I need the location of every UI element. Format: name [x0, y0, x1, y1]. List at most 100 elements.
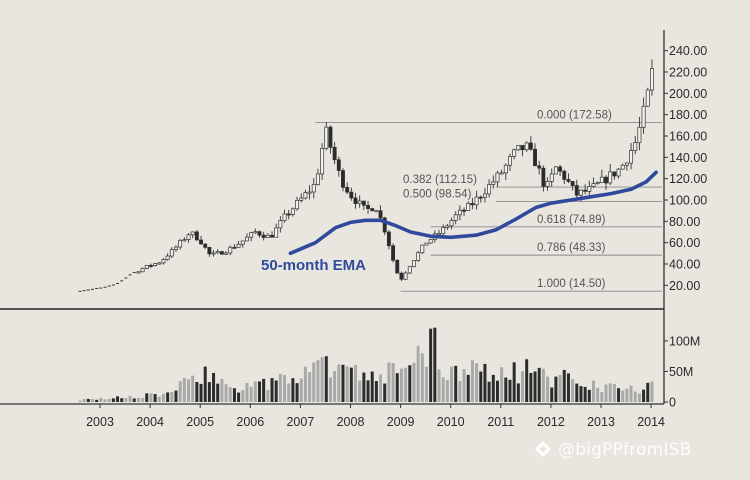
price-candle — [462, 207, 467, 217]
price-candle — [357, 195, 362, 208]
candle-body — [516, 145, 521, 151]
candle-body — [366, 204, 370, 209]
candle-body — [136, 271, 141, 274]
price-candle — [278, 216, 283, 233]
candle-body — [566, 179, 571, 182]
fib-level-label: 0.500 (98.54) — [403, 189, 472, 201]
price-candle — [558, 165, 563, 176]
price-candle — [240, 240, 245, 248]
candle-body — [186, 234, 191, 240]
volume-bar — [349, 367, 353, 402]
price-candle — [562, 169, 567, 185]
price-candle — [424, 242, 429, 246]
volume-bar — [358, 380, 362, 402]
price-candle — [629, 143, 634, 170]
candle-body — [491, 181, 496, 185]
volume-bar — [625, 388, 629, 402]
price-candle — [633, 135, 638, 155]
price-tick-label: 20.00 — [669, 279, 700, 293]
price-candle — [533, 143, 537, 167]
price-candle — [599, 169, 604, 183]
candle-body — [629, 150, 634, 164]
price-candle — [508, 153, 512, 172]
candle-body — [570, 181, 575, 186]
price-candle — [391, 243, 396, 263]
volume-bar — [433, 327, 437, 402]
price-candle — [207, 246, 212, 257]
candle-body — [487, 184, 492, 195]
price-candle — [282, 209, 287, 223]
price-tick-label: 200.00 — [669, 87, 707, 101]
price-candle — [399, 271, 404, 281]
candle-body — [353, 197, 358, 204]
volume-bar — [299, 378, 303, 402]
candle-body — [579, 189, 583, 196]
candle-body — [549, 173, 554, 182]
price-candle — [211, 250, 216, 257]
candle-body — [295, 200, 300, 210]
volume-bar — [541, 368, 545, 402]
price-candle — [157, 261, 162, 265]
volume-bar — [136, 397, 140, 402]
price-candle — [136, 271, 141, 274]
price-candle — [416, 250, 421, 262]
ema-50-line — [288, 170, 658, 256]
price-candle — [624, 162, 629, 171]
year-tick-label: 2007 — [286, 415, 314, 429]
volume-bar — [207, 382, 211, 402]
candle-body — [148, 264, 153, 267]
volume-bar — [324, 356, 328, 402]
price-candle — [144, 264, 149, 270]
volume-bar — [600, 391, 604, 402]
price-candle — [470, 197, 475, 210]
candle-body — [361, 200, 366, 206]
volume-bar — [312, 362, 316, 402]
price-candle — [612, 171, 617, 180]
volume-bar — [462, 369, 466, 402]
volume-bar — [408, 365, 412, 402]
volume-bar — [487, 381, 491, 402]
candle-body — [165, 255, 170, 260]
candle-body — [211, 252, 216, 255]
volume-bar — [278, 373, 282, 402]
volume-bar — [174, 390, 178, 402]
candle-body — [420, 244, 425, 254]
price-candles — [78, 59, 654, 292]
price-candle — [341, 168, 345, 192]
candle-body — [245, 236, 249, 242]
price-candle — [265, 233, 270, 238]
candle-body — [595, 182, 600, 185]
volume-bar — [591, 380, 595, 402]
fibonacci-levels: 0.000 (172.58) 0.382 (112.15) 0.500 (98.54… — [315, 110, 662, 292]
candle-body — [257, 231, 262, 236]
price-candle — [395, 259, 400, 274]
candle-body — [224, 252, 229, 255]
year-tick-label: 2003 — [86, 415, 114, 429]
candle-body — [391, 245, 396, 261]
volume-bar — [470, 360, 474, 402]
volume-bar — [283, 375, 287, 402]
candle-body — [349, 191, 354, 199]
price-tick-label: 60.00 — [669, 236, 700, 250]
candle-body — [345, 187, 350, 193]
weibo-logo-icon — [534, 440, 552, 458]
candle-body — [437, 233, 441, 236]
volume-bar — [458, 381, 462, 402]
candle-body — [499, 172, 504, 175]
volume-bar — [529, 372, 533, 402]
price-tick-label: 180.00 — [669, 108, 707, 122]
price-tick-label: 160.00 — [669, 130, 707, 144]
volume-bar — [362, 372, 366, 402]
volume-tick-label: 100M — [669, 334, 700, 348]
price-candle — [378, 205, 383, 219]
volume-bar — [508, 379, 512, 402]
candle-body — [253, 231, 258, 234]
volume-bar — [291, 378, 295, 402]
candle-body — [332, 146, 337, 161]
price-candle — [361, 200, 366, 210]
price-candle — [645, 87, 650, 107]
candle-body — [591, 183, 596, 187]
price-candle — [169, 247, 174, 258]
price-candle — [174, 245, 178, 252]
candle-body — [370, 208, 375, 212]
